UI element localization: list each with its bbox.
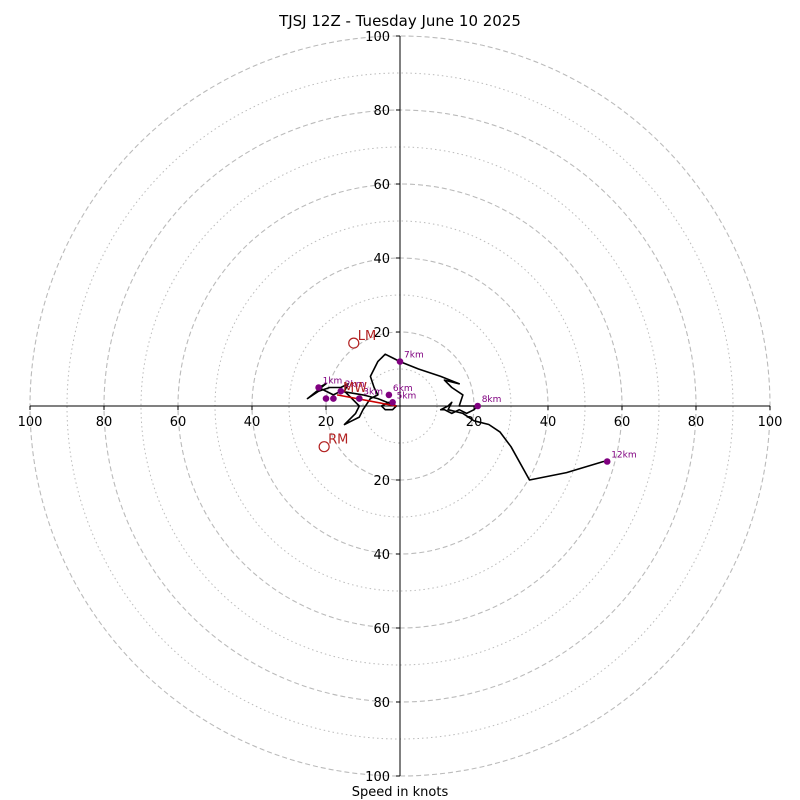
tick-label-bottom: 20 (373, 474, 390, 489)
tick-label-top: 80 (373, 104, 390, 119)
tick-label-top: 20 (373, 326, 390, 341)
storm-motion-markers: LM RM MW (318, 329, 376, 453)
height-marker (322, 395, 330, 402)
tick-label-bottom: 80 (373, 696, 390, 711)
tick-label-top: 40 (373, 252, 390, 267)
tick-label-right: 40 (540, 415, 557, 430)
height-label: 7km (404, 351, 424, 361)
tick-label-right: 80 (688, 415, 705, 430)
height-label: 8km (482, 395, 502, 405)
hodograph-line (306, 353, 608, 481)
storm-motion-label-mw: MW (343, 381, 367, 396)
height-label: 12km (611, 451, 636, 461)
height-marker (474, 402, 482, 410)
height-marker (603, 458, 611, 465)
chart-title: TJSJ 12Z - Tuesday June 10 2025 (278, 12, 521, 30)
tick-label-top: 100 (365, 30, 390, 45)
height-label: 1km (323, 377, 343, 387)
x-axis-label: Speed in knots (352, 785, 449, 800)
tick-label-right: 100 (758, 415, 783, 430)
storm-motion-marker-rm (318, 441, 330, 453)
tick-label-left: 100 (18, 415, 43, 430)
height-marker (315, 384, 322, 391)
height-label: 6km (393, 384, 413, 394)
hodograph-trace (306, 353, 608, 481)
height-label: 5km (397, 391, 417, 401)
tick-labels: 20 40 60 80 10020406080100204060801002040608… (18, 30, 783, 785)
tick-label-top: 60 (373, 178, 390, 193)
tick-label-bottom: 60 (373, 622, 390, 637)
storm-motion-label-rm: RM (328, 433, 348, 448)
height-marker (396, 358, 404, 365)
tick-label-right: 60 (614, 415, 631, 430)
tick-label-left: 20 (318, 415, 335, 430)
height-marker (330, 395, 337, 402)
mean-wind-line (336, 394, 397, 407)
axes (29, 35, 771, 777)
height-label: 3km (363, 388, 383, 398)
storm-motion-label-lm: LM (358, 329, 376, 344)
height-label: 2km (345, 380, 365, 390)
storm-motion-marker-lm (348, 337, 360, 349)
height-marker (389, 399, 396, 406)
tick-label-bottom: 40 (373, 548, 390, 563)
height-marker (337, 387, 345, 395)
tick-label-left: 80 (96, 415, 113, 430)
height-marker (385, 391, 393, 399)
tick-label-left: 60 (170, 415, 187, 430)
height-marker (356, 395, 363, 402)
tick-label-left: 40 (244, 415, 261, 430)
tick-label-bottom: 100 (365, 770, 390, 785)
